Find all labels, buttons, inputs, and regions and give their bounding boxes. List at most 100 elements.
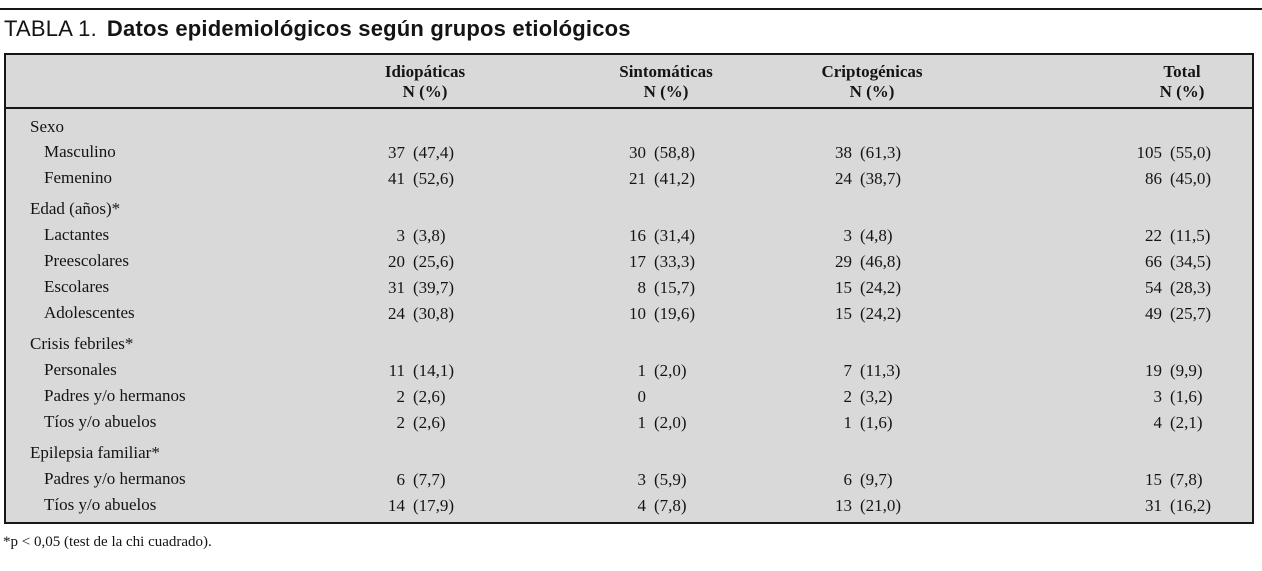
row-label: Tíos y/o abuelos [44, 495, 157, 514]
table-row: Masculino 37 (47,4) 30 (58,8) 38 (61,3) 105 (55,… [6, 139, 1252, 165]
cell-value: 11 (14,1) [311, 357, 539, 383]
cell-value: 17 (33,3) [539, 248, 793, 274]
cell-percent: (14,1) [413, 360, 455, 380]
cell-value: 37 (47,4) [311, 139, 539, 165]
cell-value: 66 (34,5) [951, 248, 1252, 274]
cell-percent: (2,6) [413, 386, 446, 406]
cell-value: 24 (38,7) [793, 165, 951, 191]
cell-n: 6 [843, 469, 853, 489]
section-row: Edad (años)* [6, 191, 1252, 222]
cell-n: 17 [629, 251, 646, 271]
cell-value: 29 (46,8) [793, 248, 951, 274]
row-label: Masculino [44, 142, 116, 161]
cell-n: 2 [396, 386, 406, 406]
cell-n: 30 [629, 142, 646, 162]
cell-percent: (46,8) [860, 251, 902, 271]
column-subtitle: N (%) [402, 81, 448, 101]
cell-n: 41 [388, 168, 405, 188]
section-row: Crisis febriles* [6, 326, 1252, 357]
cell-percent: (34,5) [1170, 251, 1212, 271]
cell-percent: (2,0) [654, 412, 687, 432]
cell-value: 31 (16,2) [951, 492, 1252, 518]
cell-n: 86 [1145, 168, 1162, 188]
cell-n: 6 [396, 469, 406, 489]
cell-n: 1 [637, 360, 647, 380]
row-label: Personales [44, 360, 117, 379]
cell-percent: (24,2) [860, 277, 902, 297]
cell-percent: (17,9) [413, 495, 455, 515]
cell-n: 24 [388, 303, 405, 323]
cell-n: 3 [1153, 386, 1163, 406]
cell-percent: (11,3) [860, 360, 901, 380]
cell-percent: (28,3) [1170, 277, 1212, 297]
column-subtitle: N (%) [1159, 81, 1205, 101]
cell-n: 2 [396, 412, 406, 432]
cell-percent: (16,2) [1170, 495, 1212, 515]
cell-value: 3 (3,8) [311, 222, 539, 248]
column-header-criptogenicas: Criptogénicas N (%) [793, 55, 951, 109]
column-subtitle: N (%) [643, 81, 689, 101]
cell-percent: (61,3) [860, 142, 902, 162]
cell-n: 31 [1145, 495, 1162, 515]
cell-value: 10 (19,6) [539, 300, 793, 326]
cell-n: 2 [843, 386, 853, 406]
table-row: Lactantes 3 (3,8) 16 (31,4) 3 (4,8) 22 (11,5) [6, 222, 1252, 248]
table-row: Padres y/o hermanos 2 (2,6) 0 2 (3,2) 3 (1,6) [6, 383, 1252, 409]
cell-n: 4 [1153, 412, 1163, 432]
table-row: Tíos y/o abuelos 2 (2,6) 1 (2,0) 1 (1,6) 4 (2,1) [6, 409, 1252, 435]
column-subtitle: N (%) [849, 81, 895, 101]
cell-percent: (1,6) [860, 412, 893, 432]
cell-value: 4 (7,8) [539, 492, 793, 518]
cell-percent: (5,9) [654, 469, 687, 489]
cell-value: 15 (24,2) [793, 300, 951, 326]
cell-value: 1 (2,0) [539, 409, 793, 435]
cell-percent [646, 387, 722, 407]
column-header-total: Total N (%) [951, 55, 1252, 109]
cell-n: 66 [1145, 251, 1162, 271]
cell-value: 6 (7,7) [311, 466, 539, 492]
cell-value: 2 (2,6) [311, 383, 539, 409]
cell-value: 15 (24,2) [793, 274, 951, 300]
cell-value: 4 (2,1) [951, 409, 1252, 435]
cell-value: 21 (41,2) [539, 165, 793, 191]
section-label: Edad (años)* [30, 199, 121, 218]
cell-n: 15 [835, 277, 852, 297]
cell-n: 20 [388, 251, 405, 271]
cell-n: 8 [637, 277, 647, 297]
table-title: TABLA 1. Datos epidemiológicos según grup… [4, 16, 1262, 42]
table-row: Tíos y/o abuelos 14 (17,9) 4 (7,8) 13 (21,0) 31… [6, 492, 1252, 518]
cell-percent: (47,4) [413, 142, 455, 162]
column-title: Sintomáticas [619, 61, 713, 81]
cell-value: 54 (28,3) [951, 274, 1252, 300]
cell-value: 3 (1,6) [951, 383, 1252, 409]
cell-percent: (3,8) [413, 225, 446, 245]
table-body: Sexo Masculino 37 (47,4) 30 (58,8) 38 (61,3) 105… [6, 108, 1252, 518]
section-label: Sexo [30, 116, 64, 136]
table-header-row: Idiopáticas N (%) Sintomáticas N (%) Cri… [6, 55, 1252, 109]
cell-n: 38 [835, 142, 852, 162]
table-row: Personales 11 (14,1) 1 (2,0) 7 (11,3) 19 (9,9) [6, 357, 1252, 383]
cell-value: 16 (31,4) [539, 222, 793, 248]
cell-value: 1 (2,0) [539, 357, 793, 383]
cell-percent: (38,7) [860, 168, 902, 188]
footnote: *p < 0,05 (test de la chi cuadrado). [3, 534, 212, 550]
cell-percent: (39,7) [413, 277, 455, 297]
table-row: Femenino 41 (52,6) 21 (41,2) 24 (38,7) 86 (45,0) [6, 165, 1252, 191]
cell-percent: (25,6) [413, 251, 455, 271]
cell-percent: (55,0) [1170, 142, 1212, 162]
paper-table-figure: TABLA 1. Datos epidemiológicos según grup… [0, 8, 1262, 552]
cell-n: 16 [629, 225, 646, 245]
cell-value: 19 (9,9) [951, 357, 1252, 383]
cell-percent: (15,7) [654, 277, 696, 297]
cell-n: 15 [835, 303, 852, 323]
cell-value: 20 (25,6) [311, 248, 539, 274]
cell-value: 14 (17,9) [311, 492, 539, 518]
cell-value: 1 (1,6) [793, 409, 951, 435]
cell-percent: (9,7) [860, 469, 893, 489]
section-row: Sexo [6, 108, 1252, 139]
column-header-idiopaticas: Idiopáticas N (%) [311, 55, 539, 109]
cell-value: 0 [539, 383, 793, 409]
cell-n: 29 [835, 251, 852, 271]
cell-n: 4 [637, 495, 647, 515]
cell-n: 11 [388, 360, 405, 380]
